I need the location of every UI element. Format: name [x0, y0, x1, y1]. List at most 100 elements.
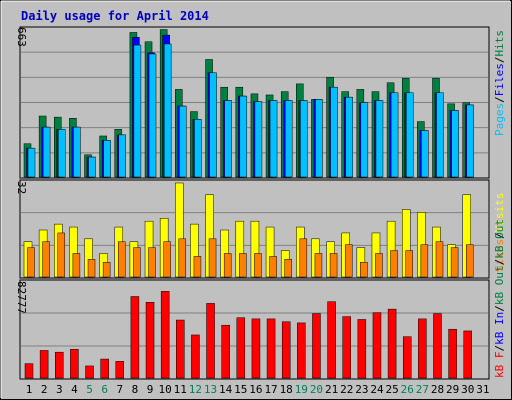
kbytes-bar	[160, 291, 170, 379]
pages-bar	[284, 100, 293, 178]
sites-bar	[193, 256, 202, 278]
x-axis-day-label: 29	[446, 383, 459, 396]
pages-bar	[360, 102, 369, 178]
pages-bar	[466, 104, 474, 178]
kbytes-bar	[70, 349, 79, 379]
legend-entry: /	[493, 96, 506, 103]
sites-bar	[223, 253, 232, 278]
bottom-panel-bars	[21, 291, 488, 379]
pages-bar	[239, 95, 248, 178]
x-axis-day-label: 30	[461, 383, 474, 396]
kbytes-bar	[100, 358, 109, 379]
pages-bar	[330, 86, 338, 178]
pages-bar	[133, 44, 142, 178]
kbytes-bar	[448, 328, 457, 379]
legend-entry: /	[493, 305, 506, 312]
sites-bar	[42, 241, 50, 278]
legend-entry: /	[493, 57, 506, 64]
kbytes-bar	[433, 313, 442, 379]
pages-bar	[224, 100, 232, 178]
pages-bar	[103, 140, 111, 178]
x-axis-day-label: 15	[234, 383, 247, 396]
sites-bar	[118, 241, 126, 278]
kbytes-bar	[55, 351, 64, 379]
legend-entry: /	[493, 232, 506, 239]
x-axis-day-label: 7	[116, 383, 123, 396]
kbytes-bar	[236, 317, 246, 379]
legend-entry: kB Out	[493, 219, 506, 259]
sites-bar	[450, 247, 459, 278]
sites-bar	[269, 256, 277, 278]
x-axis-day-label: 16	[249, 383, 262, 396]
sites-bar	[239, 253, 247, 278]
pages-bar	[345, 96, 353, 178]
kbytes-bar	[130, 296, 140, 379]
sites-bar	[420, 244, 429, 278]
sites-bar	[102, 262, 111, 278]
sites-bar	[72, 253, 81, 278]
pages-bar	[148, 53, 157, 178]
sites-bar	[148, 247, 156, 278]
legend-entry: /	[493, 345, 506, 352]
legend-entry: Hits	[493, 30, 506, 57]
bottom-panel-legend: kB F/kB In/kB Out/kB Out	[493, 219, 506, 378]
kbytes-bar	[297, 322, 306, 379]
x-axis-day-label: 5	[86, 383, 93, 396]
pages-bar	[163, 43, 172, 178]
top-panel-bars	[21, 29, 488, 178]
pages-bar	[88, 156, 96, 178]
x-axis-day-label: 22	[340, 383, 353, 396]
pages-bar	[194, 119, 202, 178]
kbytes-bar	[387, 308, 397, 379]
sites-bar	[208, 238, 217, 278]
pages-bar	[73, 126, 81, 178]
x-axis-day-label: 13	[204, 383, 217, 396]
kbytes-bar	[402, 336, 412, 379]
pages-bar	[390, 92, 399, 178]
pages-bar	[269, 100, 278, 178]
pages-bar	[375, 100, 384, 178]
kbytes-bar	[281, 321, 291, 379]
sites-bar	[360, 262, 368, 278]
legend-entry: /	[493, 259, 506, 266]
pages-bar	[42, 126, 51, 178]
legend-entry: kB In	[493, 312, 506, 345]
kbytes-bar	[191, 334, 200, 379]
kbytes-bar	[221, 324, 230, 379]
kbytes-bar	[342, 316, 351, 379]
panel-legend-text: Sites/Visits	[493, 193, 506, 273]
sites-bar	[405, 250, 413, 278]
kbytes-bar	[24, 363, 34, 379]
panel-legend-text: Pages/Files/Hits	[493, 30, 506, 136]
kbytes-bar	[145, 302, 155, 379]
x-axis-day-label: 17	[264, 383, 277, 396]
chart-title: Daily usage for April 2014	[21, 9, 209, 23]
x-axis-day-label: 12	[189, 383, 202, 396]
legend-entry: Files	[493, 63, 506, 96]
sites-bar	[465, 244, 474, 278]
x-axis-day-label: 14	[219, 383, 233, 396]
pages-bar	[209, 72, 217, 178]
sites-bar	[314, 253, 323, 278]
pages-bar	[315, 99, 323, 178]
kbytes-bar	[327, 301, 336, 379]
pages-bar	[118, 134, 127, 178]
x-axis-day-label: 31	[476, 383, 489, 396]
pages-bar	[436, 92, 444, 178]
x-axis-day-label: 9	[147, 383, 154, 396]
sites-bar	[344, 244, 353, 278]
x-axis-day-label: 10	[159, 383, 172, 396]
x-axis-day-label: 28	[431, 383, 444, 396]
kbytes-bar	[418, 318, 427, 379]
legend-entry: Visits	[493, 193, 506, 233]
kbytes-bar	[176, 319, 185, 379]
pages-bar	[421, 130, 429, 178]
x-axis-day-label: 8	[132, 383, 139, 396]
sites-bar	[375, 253, 383, 278]
sites-bar	[329, 253, 338, 278]
sites-bar	[299, 238, 308, 278]
sites-bar	[27, 247, 35, 278]
kbytes-bar	[251, 318, 261, 379]
middle-panel-bars	[21, 182, 488, 278]
x-axis-day-label: 25	[385, 383, 398, 396]
